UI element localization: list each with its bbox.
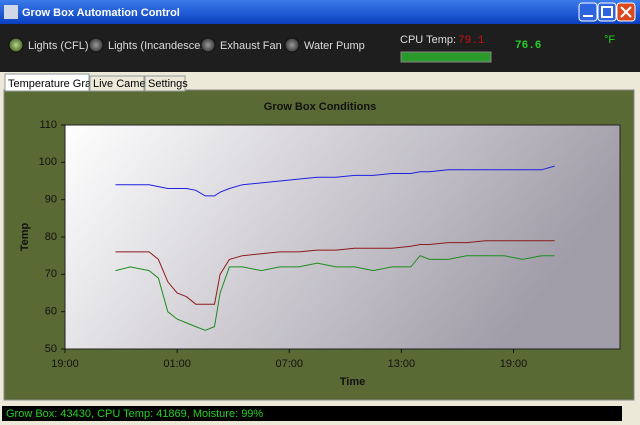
y-tick-label: 70	[45, 268, 57, 280]
y-tick-label: 50	[45, 343, 57, 355]
tab[interactable]	[144, 75, 186, 92]
cpu-label: CPU Temp:	[400, 34, 456, 46]
cpu-bar	[400, 51, 492, 63]
y-axis-label: Temp	[19, 222, 31, 251]
title-bar	[0, 0, 640, 24]
tab[interactable]	[4, 73, 90, 92]
indicator-led	[284, 37, 300, 53]
x-tick-label: 07:00	[275, 358, 303, 370]
y-tick-label: 100	[39, 156, 57, 168]
x-tick-label: 19:00	[51, 358, 79, 370]
minimize-button[interactable]	[578, 2, 598, 22]
cpu-value: 79.1	[458, 35, 485, 47]
data-line	[115, 165, 555, 197]
app-icon	[4, 5, 18, 19]
plot-area	[64, 124, 621, 350]
tab-label: Live Camera	[93, 78, 156, 90]
y-tick-label: 90	[45, 194, 57, 206]
tab[interactable]	[89, 75, 145, 92]
data-line	[115, 255, 555, 331]
indicator-label: Lights (Incandescent)	[108, 40, 213, 52]
status-panel	[0, 24, 640, 72]
data-line	[115, 240, 555, 305]
y-tick-label: 110	[39, 119, 57, 131]
indicator-led	[200, 37, 216, 53]
x-tick-label: 13:00	[388, 358, 416, 370]
status-bar	[2, 406, 622, 421]
indicator-label: Water Pump	[304, 40, 365, 52]
y-tick-label: 60	[45, 306, 57, 318]
indicator-led	[8, 37, 24, 53]
indicator-label: Lights (CFL)	[28, 40, 89, 52]
window-button-icons	[583, 6, 632, 18]
x-tick-label: 19:00	[500, 358, 528, 370]
temperature-value: 76.6	[515, 40, 541, 52]
maximize-button[interactable]	[597, 2, 617, 22]
x-axis-label: Time	[340, 376, 365, 388]
x-tick-label: 01:00	[163, 358, 191, 370]
indicator-label: Exhaust Fan	[220, 40, 282, 52]
tab-label: Settings	[148, 78, 188, 90]
tab-label: Temperature Graph	[8, 78, 103, 90]
temperature-unit: °F	[604, 34, 615, 46]
y-tick-label: 80	[45, 231, 57, 243]
indicator-led	[88, 37, 104, 53]
window-title: Grow Box Automation Control	[22, 7, 180, 19]
chart-title: Grow Box Conditions	[264, 101, 376, 113]
status-text: Grow Box: 43430, CPU Temp: 41869, Moistu…	[6, 408, 263, 420]
